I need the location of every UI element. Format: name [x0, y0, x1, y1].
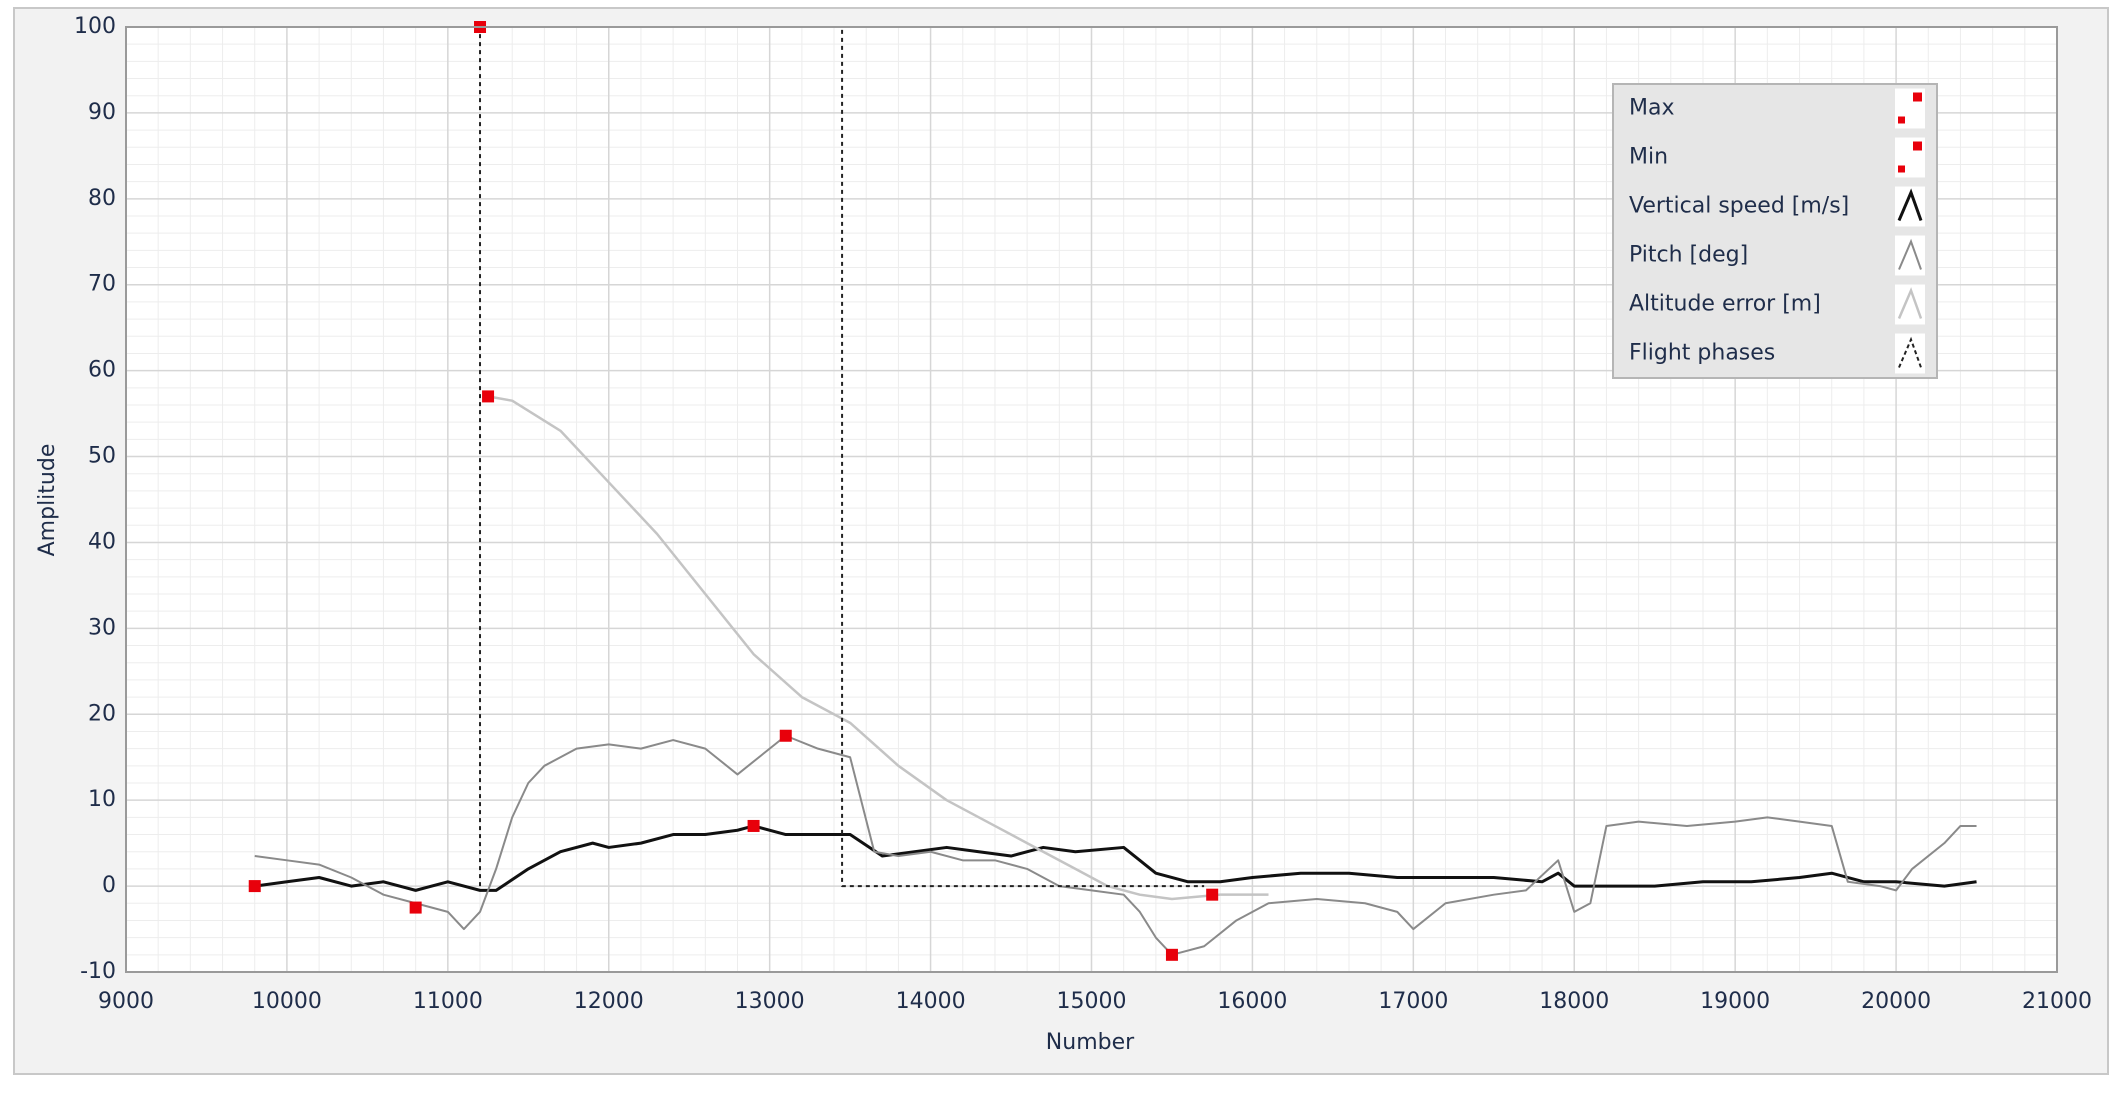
- legend-box: [1612, 83, 1938, 379]
- legend-swatch: [1898, 165, 1905, 173]
- y-tick-label: 10: [88, 787, 116, 812]
- y-tick-label: 70: [88, 272, 116, 297]
- y-tick-label: 20: [88, 701, 116, 726]
- x-tick-label: 10000: [252, 989, 322, 1014]
- y-tick-label: 60: [88, 358, 116, 383]
- legend-swatch: [1897, 287, 1923, 319]
- marks: [248, 21, 1977, 961]
- data-point: [1165, 948, 1178, 961]
- data-point: [747, 819, 760, 832]
- legend-label: Pitch [deg]: [1629, 243, 1748, 268]
- data-point: [482, 390, 495, 403]
- y-tick-label: 100: [74, 14, 116, 39]
- y-tick-label: 0: [102, 873, 116, 898]
- x-tick-label: 17000: [1378, 989, 1448, 1014]
- y-tick-label: 30: [88, 615, 116, 640]
- legend-label: Altitude error [m]: [1629, 292, 1821, 317]
- legend-swatch: [1897, 188, 1923, 222]
- x-tick-label: 9000: [98, 989, 154, 1014]
- legend-label: Vertical speed [m/s]: [1629, 194, 1849, 219]
- legend: Max Min Vertical speed [m/s] Pitch [deg] Alt…: [1612, 83, 1938, 379]
- legend-label: Min: [1629, 145, 1668, 170]
- x-tick-label: 13000: [735, 989, 805, 1014]
- x-tick-label: 11000: [413, 989, 483, 1014]
- series-line: [254, 734, 1977, 956]
- legend-label: Max: [1629, 96, 1674, 121]
- series-line: [254, 824, 1977, 892]
- y-axis-label: Amplitude: [35, 444, 60, 557]
- legend-swatch: [1898, 116, 1905, 124]
- series-line: [479, 26, 1205, 888]
- legend-swatch: [1898, 336, 1922, 368]
- y-tick-label: 80: [88, 186, 116, 211]
- x-tick-label: 16000: [1217, 989, 1287, 1014]
- x-tick-label: 19000: [1700, 989, 1770, 1014]
- y-tick-label: 40: [88, 529, 116, 554]
- legend-swatch: [1898, 238, 1922, 270]
- x-tick-label: 20000: [1861, 989, 1931, 1014]
- data-point: [1206, 888, 1219, 901]
- data-point: [248, 880, 261, 893]
- y-tick-label: 50: [88, 444, 116, 469]
- y-tick-label: -10: [80, 959, 116, 984]
- legend-swatch: [1913, 141, 1922, 151]
- x-tick-label: 18000: [1539, 989, 1609, 1014]
- x-tick-label: 21000: [2022, 989, 2092, 1014]
- legend-swatch: [1913, 92, 1922, 102]
- plot-frame: [125, 26, 2058, 973]
- data-point: [409, 901, 422, 914]
- y-tick-label: 90: [88, 100, 116, 125]
- data-point: [779, 729, 792, 742]
- x-axis-label: Number: [1046, 1030, 1135, 1055]
- x-tick-label: 12000: [574, 989, 644, 1014]
- x-tick-label: 14000: [896, 989, 966, 1014]
- x-tick-label: 15000: [1057, 989, 1127, 1014]
- series-line: [487, 395, 1269, 901]
- legend-label: Flight phases: [1629, 341, 1775, 366]
